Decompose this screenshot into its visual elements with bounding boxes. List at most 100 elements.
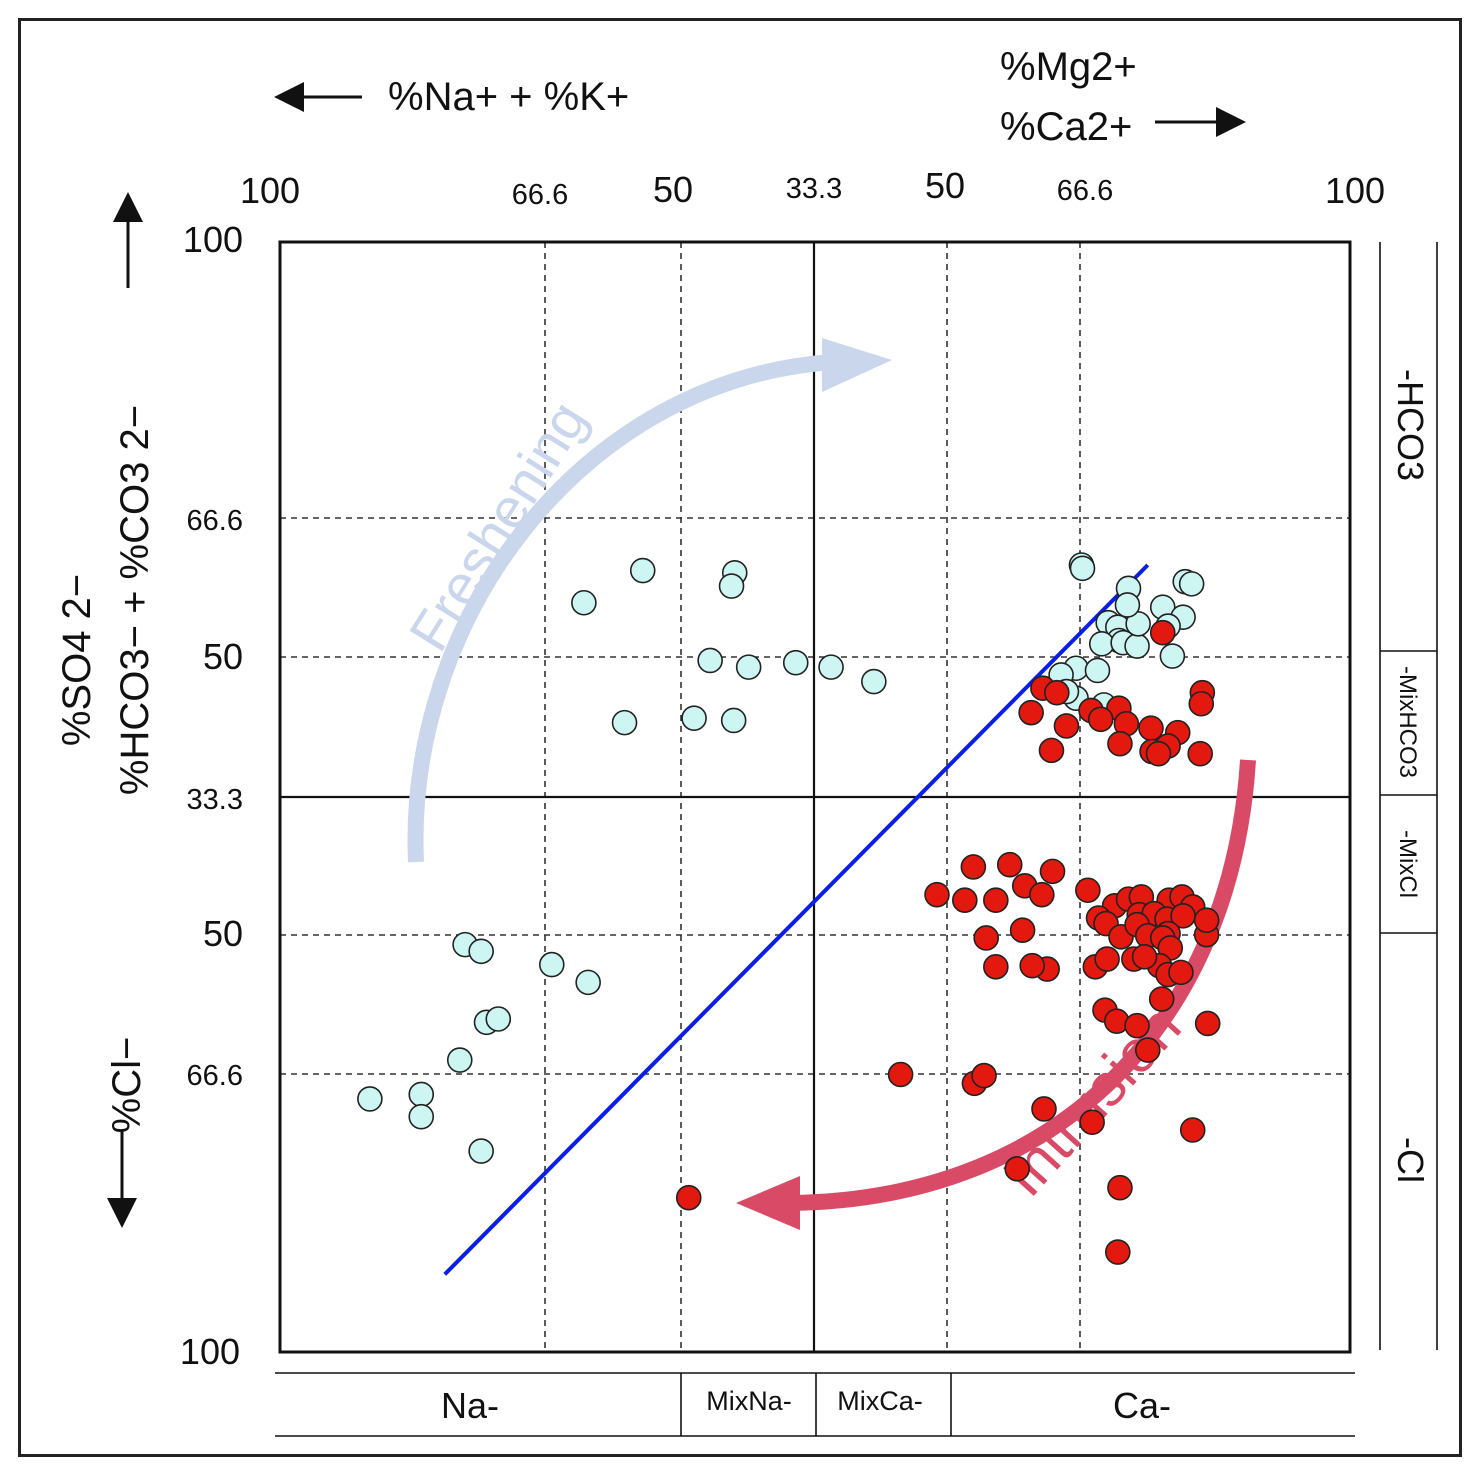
point-series-0-13 xyxy=(1069,555,1096,582)
point-series-0-45 xyxy=(468,1138,494,1164)
point-series-0-0 xyxy=(629,557,656,584)
point-series-1-23 xyxy=(1029,881,1055,908)
tick-top-66-6-right: 66.6 xyxy=(1057,175,1113,207)
annotation-freshening: Freshening xyxy=(397,390,599,661)
point-series-1-69 xyxy=(1031,1096,1057,1122)
tick-left-100-bottom: 100 xyxy=(180,1331,240,1372)
point-series-1-73 xyxy=(675,1184,702,1211)
point-series-0-41 xyxy=(446,1047,473,1073)
axis-label-so4: %SO4 2− xyxy=(55,574,99,746)
point-series-1-52 xyxy=(1019,952,1046,979)
point-series-0-3 xyxy=(718,573,745,599)
point-series-1-58 xyxy=(1131,944,1158,970)
tick-left-100-top: 100 xyxy=(183,219,243,260)
tick-left-66-6-top: 66.6 xyxy=(187,505,243,537)
tick-top-100-left: 100 xyxy=(240,170,300,211)
point-series-0-9 xyxy=(782,649,809,676)
point-series-1-49 xyxy=(1009,917,1036,944)
axis-label-mg: %Mg2+ xyxy=(1000,45,1137,89)
point-series-1-24 xyxy=(924,881,950,908)
point-series-0-29 xyxy=(1159,643,1186,669)
point-series-1-62 xyxy=(1124,1012,1150,1039)
point-series-1-18 xyxy=(1187,740,1213,767)
point-series-1-65 xyxy=(1194,1010,1221,1037)
tick-top-66-6-left: 66.6 xyxy=(512,179,568,211)
point-series-0-38 xyxy=(575,969,601,996)
point-series-1-21 xyxy=(1039,858,1066,885)
point-series-0-36 xyxy=(468,938,494,965)
point-series-1-50 xyxy=(983,954,1009,980)
point-series-1-26 xyxy=(983,887,1009,914)
point-series-0-16 xyxy=(1178,571,1205,597)
axis-label-cl: %Cl− xyxy=(105,1037,149,1134)
left-tick-labels: 100 66.6 50 33.3 50 66.6 100 xyxy=(180,219,243,1372)
point-series-0-8 xyxy=(720,707,747,734)
tick-left-50-top: 50 xyxy=(203,636,243,677)
axis-label-na-k: %Na+ + %K+ xyxy=(388,75,629,119)
tick-top-100-right: 100 xyxy=(1325,170,1385,211)
point-series-0-24 xyxy=(1084,657,1111,684)
point-series-1-9 xyxy=(1087,706,1114,733)
point-series-0-20 xyxy=(1088,631,1115,657)
point-series-1-63 xyxy=(1148,986,1175,1012)
data-points xyxy=(357,552,1221,1265)
zone-label-hco3: -HCO3 xyxy=(1390,369,1431,481)
zone-label-mixcl: -MixCl xyxy=(1394,830,1421,898)
point-series-0-6 xyxy=(735,654,762,680)
point-series-1-2 xyxy=(1044,679,1070,706)
intrusion-arrow xyxy=(736,759,1256,1230)
point-series-1-70 xyxy=(1079,1109,1105,1136)
point-series-0-42 xyxy=(408,1081,435,1108)
zone-label-na: Na- xyxy=(441,1385,499,1426)
zone-label-mixca: MixCa- xyxy=(837,1386,923,1416)
point-series-1-5 xyxy=(1018,699,1044,726)
point-series-1-59 xyxy=(1168,959,1194,986)
point-series-0-10 xyxy=(818,654,844,680)
point-series-1-4 xyxy=(1188,690,1215,717)
point-series-1-74 xyxy=(1105,1239,1131,1265)
figure-frame xyxy=(18,18,1462,1457)
point-series-0-44 xyxy=(357,1086,383,1112)
point-series-1-64 xyxy=(1134,1037,1161,1063)
point-series-0-7 xyxy=(681,705,707,731)
freshening-arrow xyxy=(407,338,892,863)
point-series-1-25 xyxy=(951,887,978,914)
point-series-1-54 xyxy=(1094,946,1120,972)
tick-top-33-3: 33.3 xyxy=(786,173,842,205)
point-series-1-72 xyxy=(1107,1174,1133,1201)
point-series-1-27 xyxy=(1075,877,1101,904)
top-tick-labels: 100 66.6 50 33.3 50 66.6 100 xyxy=(240,165,1385,211)
axis-label-hco3-co3: %HCO3− + %CO3 2− xyxy=(113,405,157,795)
point-series-0-43 xyxy=(408,1103,435,1130)
axis-label-na-k-text: %Na+ + %K+ xyxy=(388,75,629,119)
trend-line xyxy=(443,563,1150,1276)
point-series-1-75 xyxy=(1179,1117,1206,1143)
point-series-0-22 xyxy=(1124,633,1150,659)
point-series-1-71 xyxy=(1004,1156,1031,1182)
point-series-1-17 xyxy=(1145,740,1172,767)
tick-left-33-3: 33.3 xyxy=(187,784,243,816)
point-series-0-28 xyxy=(1114,592,1141,618)
point-series-1-13 xyxy=(1038,737,1065,764)
point-series-1-66 xyxy=(887,1061,914,1088)
zone-label-mixna: MixNa- xyxy=(706,1386,792,1416)
plot-border xyxy=(278,240,1352,1354)
point-series-1-19 xyxy=(960,854,987,880)
point-series-1-0 xyxy=(1149,619,1176,646)
zone-label-mixhco3: -MixHCO3 xyxy=(1394,666,1421,778)
point-series-1-68 xyxy=(971,1062,997,1089)
point-series-1-14 xyxy=(1107,730,1133,757)
point-series-0-40 xyxy=(485,1006,512,1032)
tick-top-50-left: 50 xyxy=(653,169,693,210)
point-series-0-37 xyxy=(538,951,565,978)
tick-top-50-right: 50 xyxy=(925,165,965,206)
point-series-1-8 xyxy=(1053,713,1080,739)
point-series-1-48 xyxy=(973,925,1000,951)
point-series-0-5 xyxy=(697,647,723,674)
zone-label-ca: Ca- xyxy=(1113,1385,1171,1426)
zone-label-cl: -Cl xyxy=(1390,1137,1431,1183)
bottom-zone-table xyxy=(275,1372,1355,1437)
point-series-1-47 xyxy=(1193,907,1220,934)
right-zone-table xyxy=(1379,242,1438,1350)
